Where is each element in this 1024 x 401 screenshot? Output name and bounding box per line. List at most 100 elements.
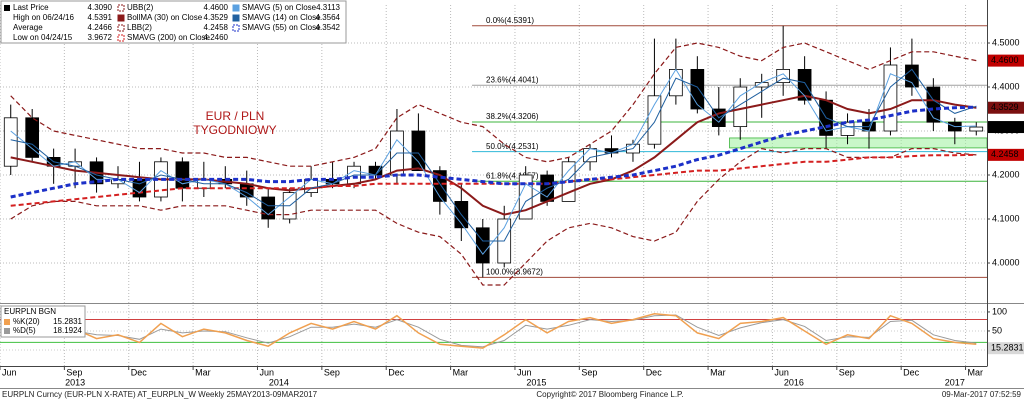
legend-swatch <box>4 328 10 334</box>
candle-body <box>475 227 490 264</box>
candle-body <box>518 174 533 220</box>
footer-right: 09-Mar-2017 07:52:59 <box>942 390 1022 399</box>
legend-swatch <box>117 24 125 32</box>
legend-value: 15.2831 <box>53 317 82 326</box>
legend-label: SMAVG (5) on Close <box>242 3 317 12</box>
series-line <box>10 105 977 199</box>
legend-label: SMAVG (55) on Close <box>242 23 321 32</box>
price-tag-label: 4.3090 <box>991 121 1019 131</box>
footer-center: Copyright© 2017 Bloomberg Finance L.P. <box>536 390 683 399</box>
price-tag <box>988 148 1024 161</box>
legend-value: 4.3529 <box>204 13 229 22</box>
fib-label: 0.0%(4.5391) <box>486 16 534 25</box>
x-tick-label: Dec <box>903 367 920 377</box>
legend-swatch <box>232 24 240 32</box>
price-tag-label: 4.4600 <box>991 55 1019 65</box>
x-tick-label: Dec <box>646 367 663 377</box>
candle-body <box>3 117 18 167</box>
price-tag <box>988 342 1024 355</box>
x-tick-label: Jun <box>259 367 274 377</box>
year-label: 2013 <box>65 377 85 387</box>
y-tick-label: 100 <box>992 306 1007 316</box>
legend-value: 4.2460 <box>204 33 229 42</box>
legend-value: 18.1924 <box>53 326 82 335</box>
annotation: TYGODNIOWY <box>193 123 276 137</box>
candle-body <box>411 130 426 172</box>
candle-body <box>690 69 705 110</box>
legend-label: %K(20) <box>13 317 40 326</box>
x-tick-label: Sep <box>324 367 340 377</box>
support-zone <box>729 137 988 149</box>
candle-body <box>669 69 683 97</box>
y-tick-label: 4.0000 <box>992 257 1020 267</box>
x-tick-label: Jun <box>2 367 17 377</box>
x-tick-label: Jun <box>774 367 789 377</box>
x-tick-label: Mar <box>968 367 984 377</box>
year-label: 2015 <box>526 377 546 387</box>
legend-label: High on 06/24/16 <box>13 13 74 22</box>
x-tick-label: Mar <box>710 367 726 377</box>
year-label: 2017 <box>945 377 965 387</box>
legend-label: Average <box>13 23 43 32</box>
x-tick-label: Sep <box>839 367 855 377</box>
legend-box <box>0 305 86 338</box>
fib-label: 38.2%(4.3206) <box>486 112 539 121</box>
candle-body <box>969 126 984 132</box>
y-tick-label: 4.4000 <box>992 81 1020 91</box>
legend-label: Last Price <box>13 3 49 12</box>
legend-value: 4.3113 <box>316 3 340 12</box>
legend-swatch <box>232 14 240 22</box>
price-tag <box>988 54 1024 67</box>
series-line <box>10 42 977 167</box>
series-line <box>10 153 977 207</box>
x-tick-label: Mar <box>453 367 469 377</box>
legend-label: BollMA (30) on Close <box>127 13 203 22</box>
fib-label: 23.6%(4.4041) <box>486 75 539 84</box>
candle-body <box>304 179 318 194</box>
legend-swatch <box>4 5 10 11</box>
price-tag-label: 4.3529 <box>991 102 1019 112</box>
candle-body <box>583 148 597 163</box>
price-tag-label: 15.2831 <box>991 343 1024 353</box>
fib-label: 50.0%(4.2531) <box>486 142 539 151</box>
y-tick-label: 4.5000 <box>992 37 1020 47</box>
price-tag <box>988 121 1024 134</box>
year-label: 2014 <box>269 377 289 387</box>
legend-value: 3.9672 <box>88 33 113 42</box>
year-label: 2016 <box>784 377 804 387</box>
fib-label: 61.8%(4.1857) <box>486 171 539 180</box>
legend-value: 4.5391 <box>88 13 113 22</box>
price-tag-label: 4.2458 <box>991 149 1019 159</box>
legend-value: 4.3542 <box>316 23 341 32</box>
x-tick-label: Dec <box>388 367 405 377</box>
x-tick-label: Sep <box>581 367 597 377</box>
legend-swatch <box>232 4 240 12</box>
legend-swatch <box>117 34 125 42</box>
legend-value: 4.2466 <box>88 23 113 32</box>
y-tick-label: 4.2000 <box>992 169 1020 179</box>
legend-title: EURPLN BGN <box>4 307 56 316</box>
candle-body <box>647 95 662 145</box>
candle-body <box>25 117 40 158</box>
footer-left: EURPLN Curncy (EUR-PLN X-RATE) AT_EURPLN… <box>2 390 318 399</box>
legend-label: LBB(2) <box>127 23 152 32</box>
price-panel: 4.00004.10004.20004.30004.40004.5000JunS… <box>0 0 1024 387</box>
legend-label: %D(5) <box>13 326 36 335</box>
legend-value: 4.3564 <box>316 13 341 22</box>
legend-swatch <box>117 14 125 22</box>
legend-label: Low on 04/24/15 <box>13 33 73 42</box>
series-line <box>10 313 977 349</box>
legend-swatch <box>4 319 10 325</box>
legend-label: SMAVG (200) on Close <box>127 33 211 42</box>
price-tag <box>988 101 1024 114</box>
x-tick-label: Mar <box>195 367 211 377</box>
annotation: EUR / PLN <box>206 109 265 123</box>
legend-label: UBB(2) <box>127 3 154 12</box>
legend-value: 4.3090 <box>88 3 113 12</box>
legend-box <box>0 0 347 44</box>
y-tick-label: 4.1000 <box>992 213 1020 223</box>
